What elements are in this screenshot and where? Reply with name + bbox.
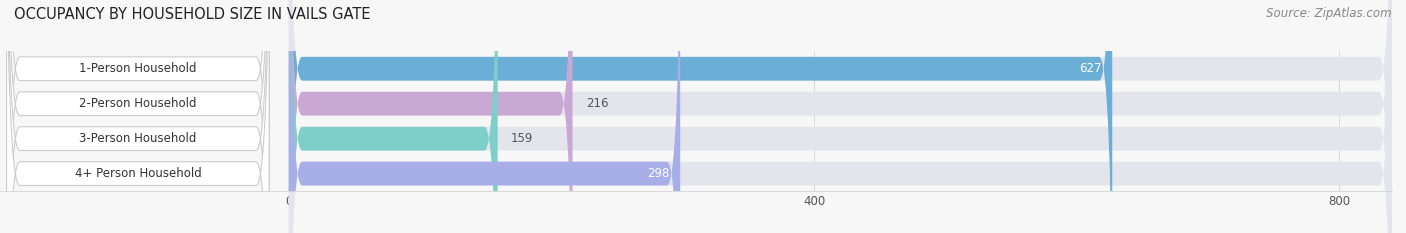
Text: 1-Person Household: 1-Person Household — [79, 62, 197, 75]
Text: 216: 216 — [586, 97, 609, 110]
FancyBboxPatch shape — [288, 0, 572, 233]
FancyBboxPatch shape — [7, 0, 269, 233]
Text: 4+ Person Household: 4+ Person Household — [75, 167, 201, 180]
Text: 627: 627 — [1080, 62, 1102, 75]
FancyBboxPatch shape — [7, 0, 269, 233]
FancyBboxPatch shape — [288, 0, 1392, 233]
FancyBboxPatch shape — [288, 0, 1392, 233]
FancyBboxPatch shape — [288, 0, 1392, 233]
FancyBboxPatch shape — [288, 0, 1392, 233]
Text: 298: 298 — [647, 167, 669, 180]
Text: 3-Person Household: 3-Person Household — [79, 132, 197, 145]
Text: Source: ZipAtlas.com: Source: ZipAtlas.com — [1267, 7, 1392, 20]
FancyBboxPatch shape — [288, 0, 498, 233]
FancyBboxPatch shape — [288, 0, 1112, 233]
FancyBboxPatch shape — [7, 0, 269, 233]
Text: OCCUPANCY BY HOUSEHOLD SIZE IN VAILS GATE: OCCUPANCY BY HOUSEHOLD SIZE IN VAILS GAT… — [14, 7, 371, 22]
Text: 159: 159 — [510, 132, 533, 145]
FancyBboxPatch shape — [288, 0, 681, 233]
FancyBboxPatch shape — [7, 0, 269, 233]
Text: 2-Person Household: 2-Person Household — [79, 97, 197, 110]
